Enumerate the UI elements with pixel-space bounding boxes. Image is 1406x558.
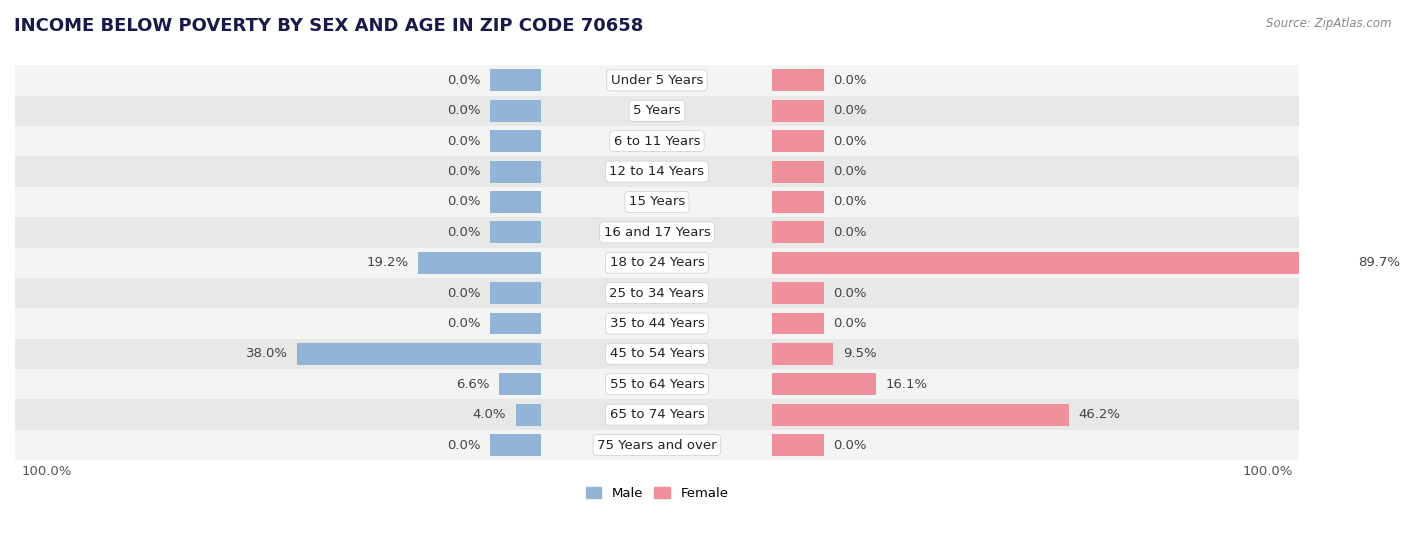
Text: 0.0%: 0.0% — [834, 287, 868, 300]
Bar — [298, 343, 541, 365]
Bar — [15, 65, 1299, 95]
Bar — [772, 161, 824, 182]
Text: 0.0%: 0.0% — [834, 134, 868, 148]
Text: 38.0%: 38.0% — [246, 348, 288, 360]
Bar — [772, 282, 824, 304]
Text: Under 5 Years: Under 5 Years — [610, 74, 703, 87]
Bar — [491, 161, 541, 182]
Bar — [772, 434, 824, 456]
Text: 18 to 24 Years: 18 to 24 Years — [609, 256, 704, 270]
Text: 6 to 11 Years: 6 to 11 Years — [613, 134, 700, 148]
Text: 6.6%: 6.6% — [456, 378, 489, 391]
Text: 0.0%: 0.0% — [447, 195, 481, 209]
Text: 15 Years: 15 Years — [628, 195, 685, 209]
Text: 0.0%: 0.0% — [447, 104, 481, 117]
Bar — [418, 252, 541, 273]
Bar — [491, 434, 541, 456]
Text: 9.5%: 9.5% — [844, 348, 877, 360]
Text: 35 to 44 Years: 35 to 44 Years — [609, 317, 704, 330]
Bar — [772, 373, 876, 395]
Text: 0.0%: 0.0% — [834, 104, 868, 117]
Text: 100.0%: 100.0% — [21, 465, 72, 478]
Text: 0.0%: 0.0% — [447, 74, 481, 87]
Bar — [15, 430, 1299, 460]
Bar — [15, 187, 1299, 217]
Bar — [491, 282, 541, 304]
Text: 16.1%: 16.1% — [886, 378, 928, 391]
Text: Source: ZipAtlas.com: Source: ZipAtlas.com — [1267, 17, 1392, 30]
Text: 0.0%: 0.0% — [834, 226, 868, 239]
Text: INCOME BELOW POVERTY BY SEX AND AGE IN ZIP CODE 70658: INCOME BELOW POVERTY BY SEX AND AGE IN Z… — [14, 17, 644, 35]
Bar — [516, 404, 541, 426]
Text: 100.0%: 100.0% — [1241, 465, 1292, 478]
Bar — [772, 312, 824, 334]
Text: 89.7%: 89.7% — [1358, 256, 1400, 270]
Text: 4.0%: 4.0% — [472, 408, 506, 421]
Text: 0.0%: 0.0% — [834, 439, 868, 451]
Text: 46.2%: 46.2% — [1078, 408, 1121, 421]
Text: 16 and 17 Years: 16 and 17 Years — [603, 226, 710, 239]
Text: 65 to 74 Years: 65 to 74 Years — [609, 408, 704, 421]
Text: 25 to 34 Years: 25 to 34 Years — [609, 287, 704, 300]
Bar — [15, 126, 1299, 156]
Text: 45 to 54 Years: 45 to 54 Years — [609, 348, 704, 360]
Text: 0.0%: 0.0% — [447, 439, 481, 451]
Bar — [499, 373, 541, 395]
Bar — [15, 217, 1299, 248]
Bar — [772, 130, 824, 152]
Bar — [772, 404, 1069, 426]
Bar — [15, 156, 1299, 187]
Text: 75 Years and over: 75 Years and over — [598, 439, 717, 451]
Text: 55 to 64 Years: 55 to 64 Years — [609, 378, 704, 391]
Bar — [491, 130, 541, 152]
Bar — [772, 70, 824, 92]
Text: 0.0%: 0.0% — [834, 74, 868, 87]
Text: 12 to 14 Years: 12 to 14 Years — [609, 165, 704, 178]
Bar — [772, 252, 1348, 273]
Text: 19.2%: 19.2% — [367, 256, 409, 270]
Text: 0.0%: 0.0% — [834, 317, 868, 330]
Bar — [772, 100, 824, 122]
Bar — [15, 339, 1299, 369]
Bar — [491, 70, 541, 92]
Text: 0.0%: 0.0% — [447, 165, 481, 178]
Bar — [491, 191, 541, 213]
Text: 0.0%: 0.0% — [447, 317, 481, 330]
Bar — [15, 400, 1299, 430]
Text: 5 Years: 5 Years — [633, 104, 681, 117]
Bar — [15, 278, 1299, 309]
Bar — [772, 191, 824, 213]
Bar — [15, 369, 1299, 400]
Bar — [772, 343, 834, 365]
Text: 0.0%: 0.0% — [447, 287, 481, 300]
Legend: Male, Female: Male, Female — [581, 482, 734, 505]
Bar — [15, 95, 1299, 126]
Text: 0.0%: 0.0% — [447, 226, 481, 239]
Bar — [491, 312, 541, 334]
Bar — [15, 309, 1299, 339]
Bar — [15, 248, 1299, 278]
Bar — [491, 100, 541, 122]
Bar — [491, 222, 541, 243]
Text: 0.0%: 0.0% — [834, 165, 868, 178]
Bar — [772, 222, 824, 243]
Text: 0.0%: 0.0% — [447, 134, 481, 148]
Text: 0.0%: 0.0% — [834, 195, 868, 209]
